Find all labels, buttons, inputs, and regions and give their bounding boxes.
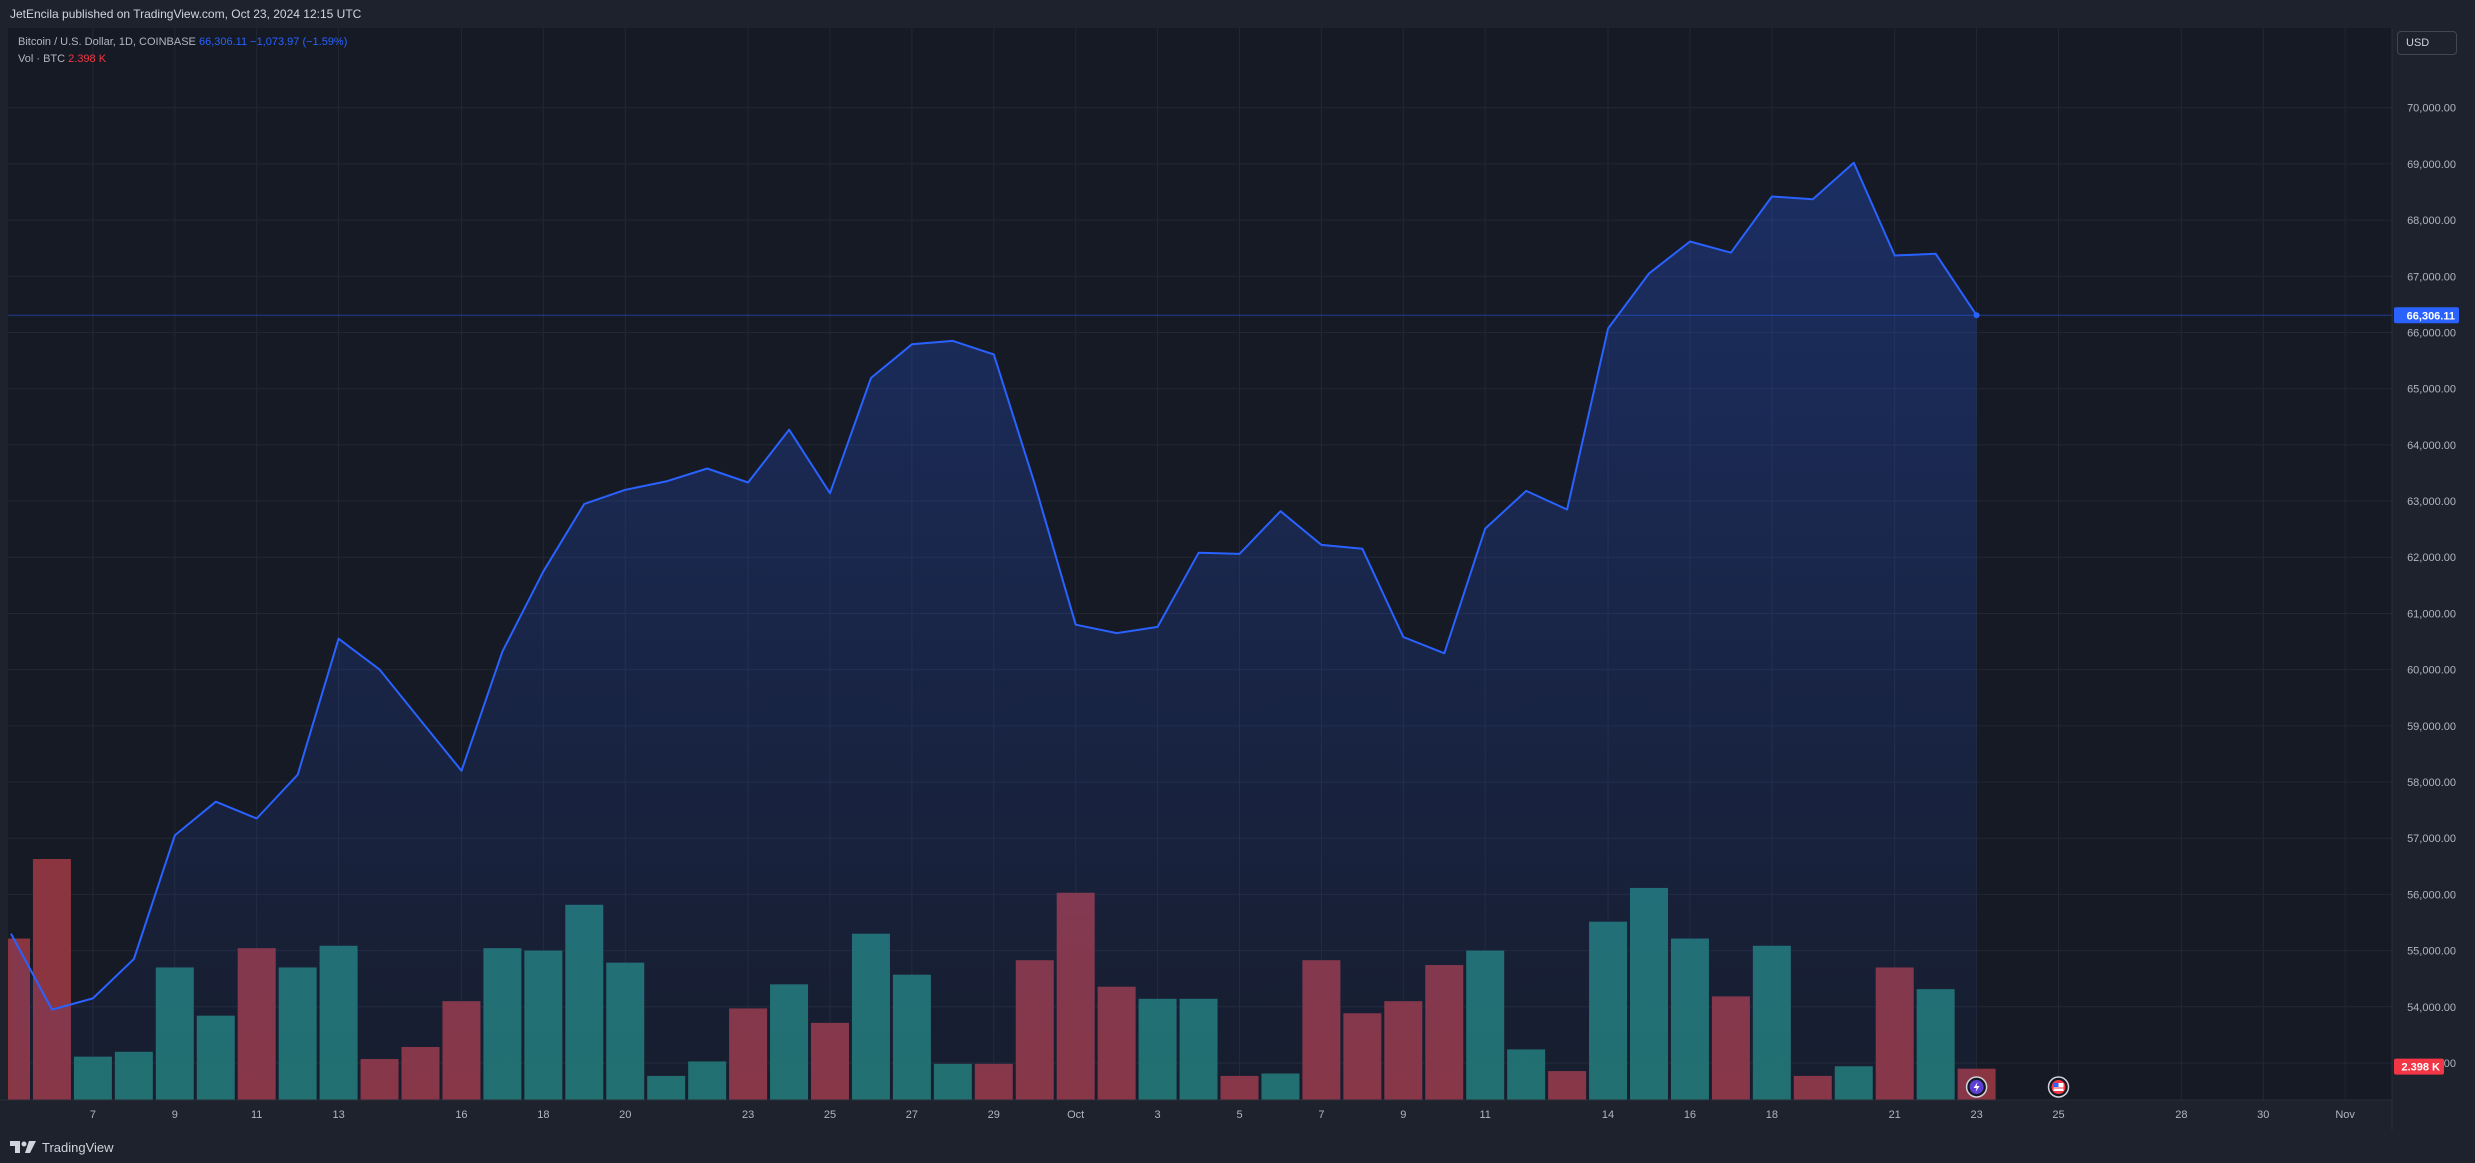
header-bar: JetEncila published on TradingView.com, … xyxy=(0,0,2475,27)
x-tick-label: 23 xyxy=(742,1109,754,1121)
y-tick-label: 64,000.00 xyxy=(2407,440,2456,452)
y-tick-label: 60,000.00 xyxy=(2407,665,2456,677)
y-tick-label: 67,000.00 xyxy=(2407,271,2456,283)
last-price-badge xyxy=(2394,307,2459,324)
y-tick-label: 69,000.00 xyxy=(2407,159,2456,171)
x-tick-label: 9 xyxy=(172,1109,178,1121)
currency-button[interactable]: USD xyxy=(2397,31,2457,55)
x-tick-label: 16 xyxy=(1684,1109,1696,1121)
x-tick-label: 18 xyxy=(537,1109,549,1121)
y-tick-label: 53,000.00 xyxy=(2407,1058,2456,1070)
x-tick-label: 9 xyxy=(1400,1109,1406,1121)
y-tick-label: 57,000.00 xyxy=(2407,833,2456,845)
tradingview-logo-icon xyxy=(10,1141,36,1153)
x-tick-label: 29 xyxy=(988,1109,1000,1121)
published-text: JetEncila published on TradingView.com, … xyxy=(10,7,362,21)
legend-last-price: 66,306.11 xyxy=(198,36,248,48)
x-tick-label: 30 xyxy=(2257,1109,2269,1121)
y-tick-label: 63,000.00 xyxy=(2407,496,2456,508)
x-tick-label: 21 xyxy=(1889,1109,1901,1121)
y-tick-label: 65,000.00 xyxy=(2407,384,2456,396)
legend-change: −1,073.97 (−1.59%) xyxy=(250,36,348,48)
x-tick-label: 23 xyxy=(1970,1109,1982,1121)
volume-badge xyxy=(2394,1058,2444,1075)
y-tick-label: 62,000.00 xyxy=(2407,552,2456,564)
y-tick-label: 55,000.00 xyxy=(2407,946,2456,958)
x-tick-label: 5 xyxy=(1236,1109,1242,1121)
footer-bar xyxy=(0,1130,2475,1163)
us-flag-icon[interactable] xyxy=(2047,1076,2070,1098)
y-tick-label: 58,000.00 xyxy=(2407,777,2456,789)
y-tick-label: 54,000.00 xyxy=(2407,1002,2456,1014)
x-tick-label: 16 xyxy=(455,1109,467,1121)
x-tick-label: 25 xyxy=(824,1109,836,1121)
legend-price-row[interactable]: Bitcoin / U.S. Dollar, 1D, COINBASE 66,3… xyxy=(18,34,347,51)
event-markers[interactable] xyxy=(1965,1076,2070,1098)
x-tick-label: 7 xyxy=(1318,1109,1324,1121)
last-price-badge-label: 66,306.11 xyxy=(2407,310,2455,322)
y-tick-label: 66,000.00 xyxy=(2407,327,2456,339)
x-tick-label: 11 xyxy=(1479,1109,1490,1121)
x-tick-label: 14 xyxy=(1602,1109,1614,1121)
legend-volume-row[interactable]: Vol · BTC 2.398 K xyxy=(18,51,347,68)
x-tick-label: Oct xyxy=(1067,1109,1084,1121)
chart-area[interactable] xyxy=(8,28,2392,1100)
y-tick-label: 70,000.00 xyxy=(2407,103,2456,115)
y-tick-label: 56,000.00 xyxy=(2407,889,2456,901)
x-tick-label: 25 xyxy=(2052,1109,2064,1121)
x-tick-label: 11 xyxy=(251,1109,262,1121)
volume-badge-label: 2.398 K xyxy=(2401,1062,2440,1074)
x-tick-label: 3 xyxy=(1155,1109,1161,1121)
last-price-dot xyxy=(1973,312,1980,319)
lightning-icon[interactable] xyxy=(1965,1076,1988,1098)
y-tick-label: 68,000.00 xyxy=(2407,215,2456,227)
y-tick-label: 59,000.00 xyxy=(2407,721,2456,733)
x-tick-label: 28 xyxy=(2175,1109,2187,1121)
x-tick-label: 13 xyxy=(332,1109,344,1121)
x-tick-label: 20 xyxy=(619,1109,631,1121)
chart-legend: Bitcoin / U.S. Dollar, 1D, COINBASE 66,3… xyxy=(18,34,347,68)
tradingview-logo[interactable]: TradingView xyxy=(10,1137,114,1157)
time-axis[interactable]: 7 9 11 13 16 18 20 23 25 27 29 Oct 3 5 7 9 11 14 16 18 21 23 2… xyxy=(0,1099,2392,1121)
x-tick-label: Nov xyxy=(2335,1109,2355,1121)
price-axis[interactable]: 70,000.00 69,000.00 68,000.00 67,000.00 66,0… xyxy=(2391,28,2456,1130)
legend-volume-label: Vol · BTC xyxy=(18,53,66,65)
x-tick-label: 18 xyxy=(1766,1109,1778,1121)
price-line xyxy=(10,161,1978,1011)
axis-badges: 66,306.11 2.398 K xyxy=(2394,307,2459,1075)
legend-volume-value: 2.398 K xyxy=(68,53,107,65)
y-tick-label: 61,000.00 xyxy=(2407,608,2456,620)
chart-svg[interactable] xyxy=(8,28,2392,1100)
x-tick-label: 7 xyxy=(90,1109,96,1121)
price-area-fill xyxy=(11,162,1977,1100)
tradingview-brand: TradingView xyxy=(42,1139,114,1155)
price-area xyxy=(8,161,2392,1100)
legend-symbol: Bitcoin / U.S. Dollar, 1D, COINBASE xyxy=(18,36,196,48)
x-tick-label: 27 xyxy=(906,1109,918,1121)
